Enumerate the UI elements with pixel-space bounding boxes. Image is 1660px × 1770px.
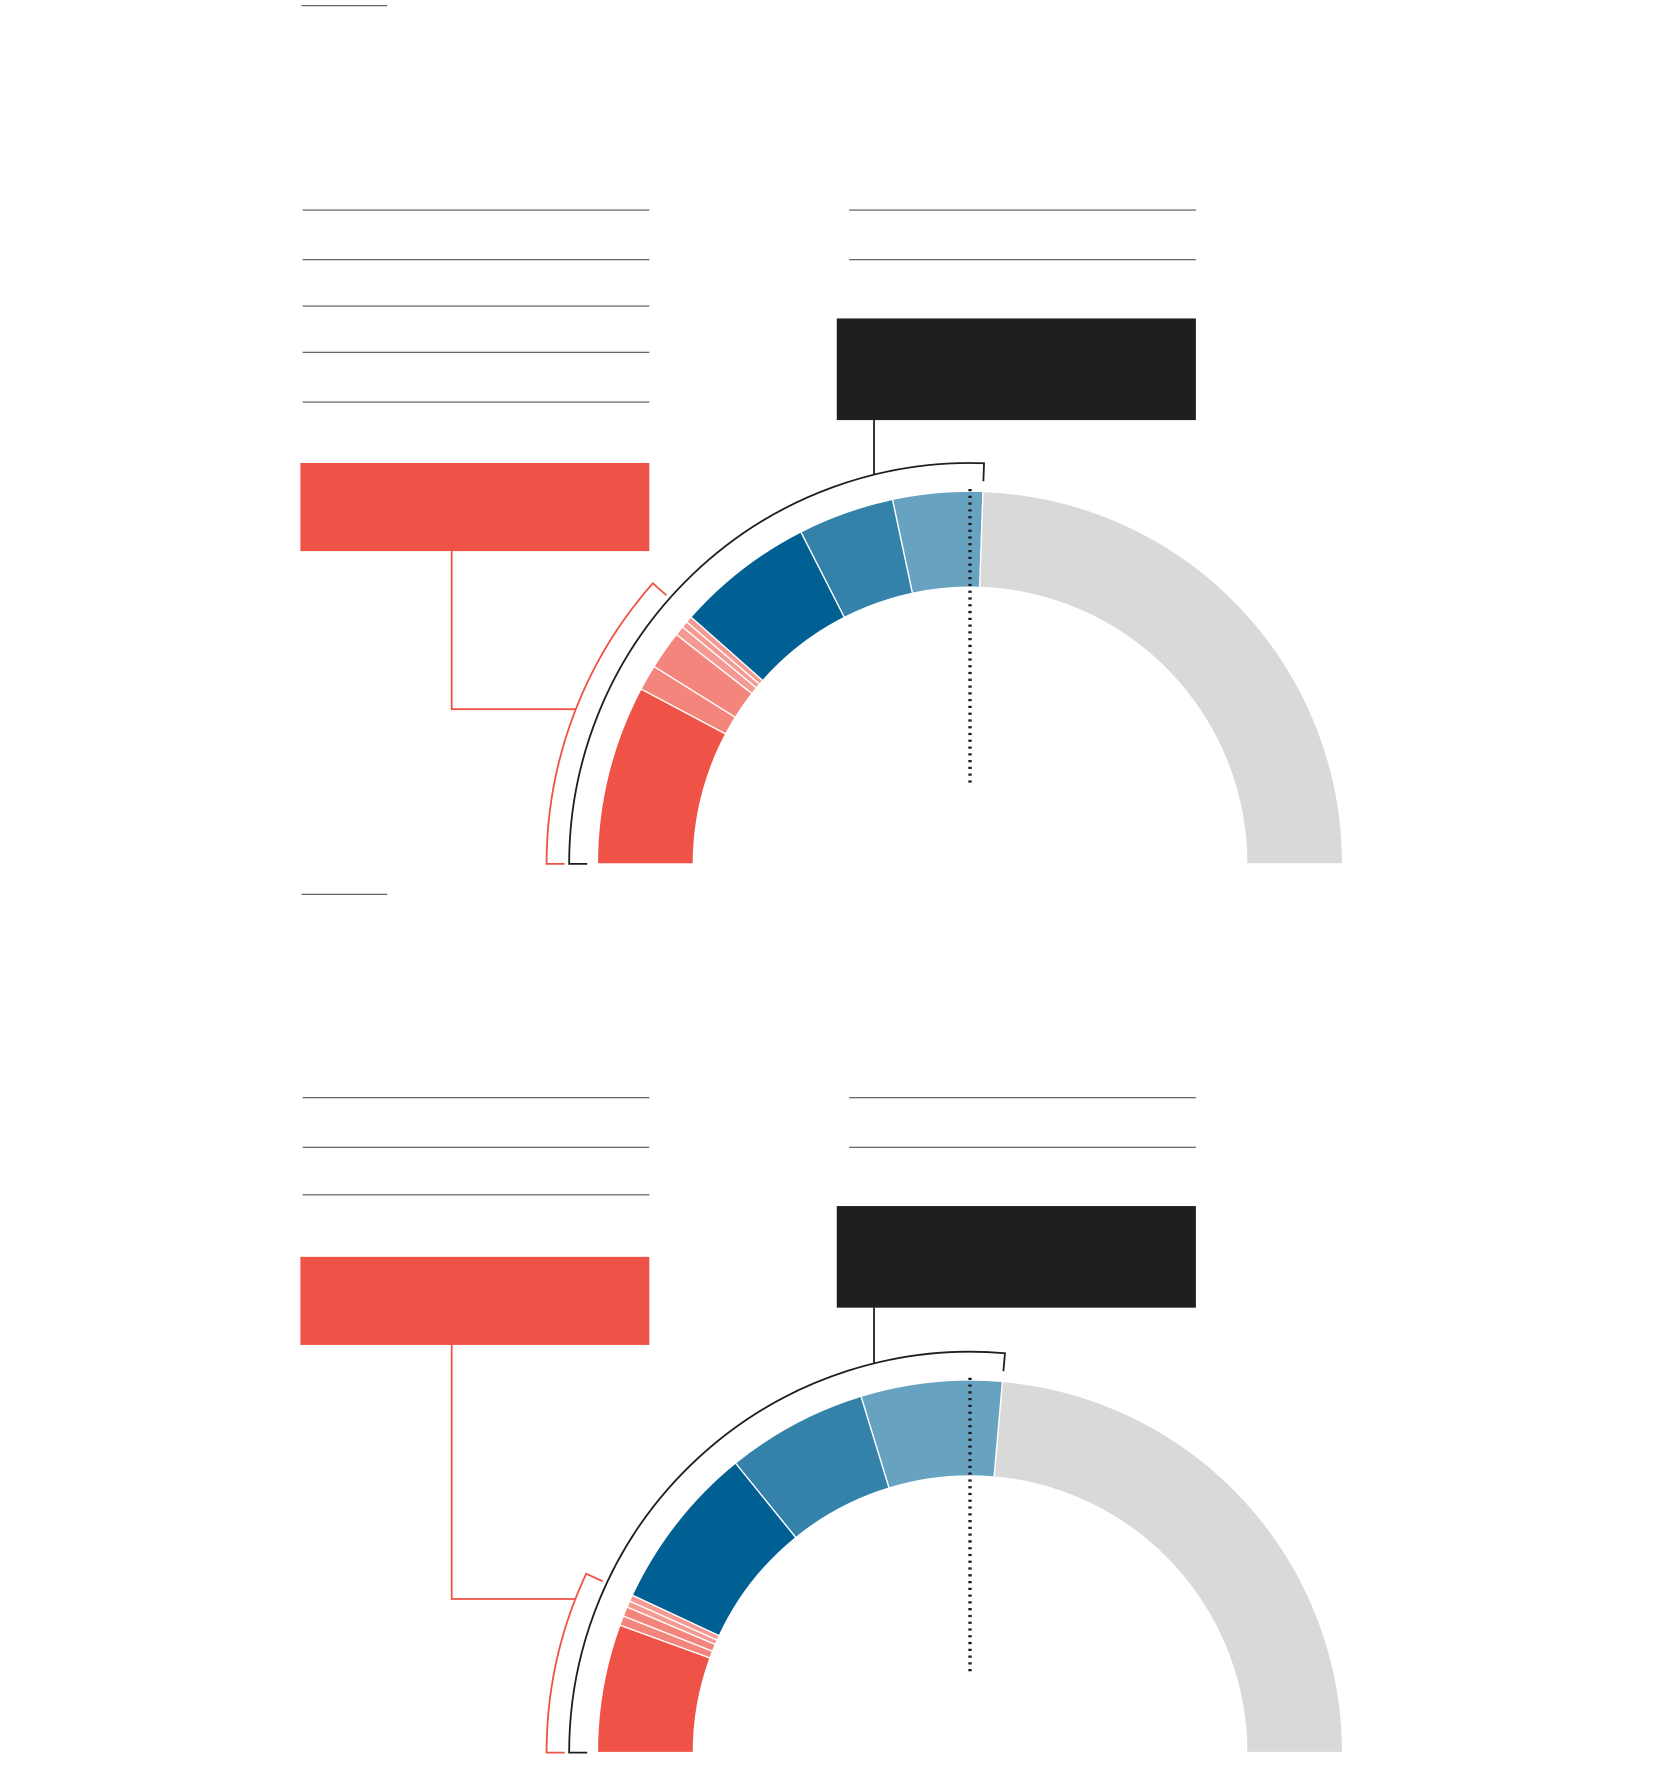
red-bracket <box>545 1572 603 1754</box>
segment <box>978 490 1344 865</box>
label-box <box>300 1256 650 1345</box>
text-lines <box>302 209 1196 403</box>
label-box <box>300 462 650 552</box>
text-lines <box>302 1097 1196 1196</box>
label-box <box>836 1206 1196 1308</box>
connector <box>450 551 576 711</box>
red-bracket <box>545 582 667 865</box>
black-bracket <box>568 462 985 865</box>
label-box <box>836 318 1196 421</box>
connector <box>450 1344 576 1600</box>
segment <box>993 1380 1344 1754</box>
black-bracket <box>568 1350 1006 1754</box>
